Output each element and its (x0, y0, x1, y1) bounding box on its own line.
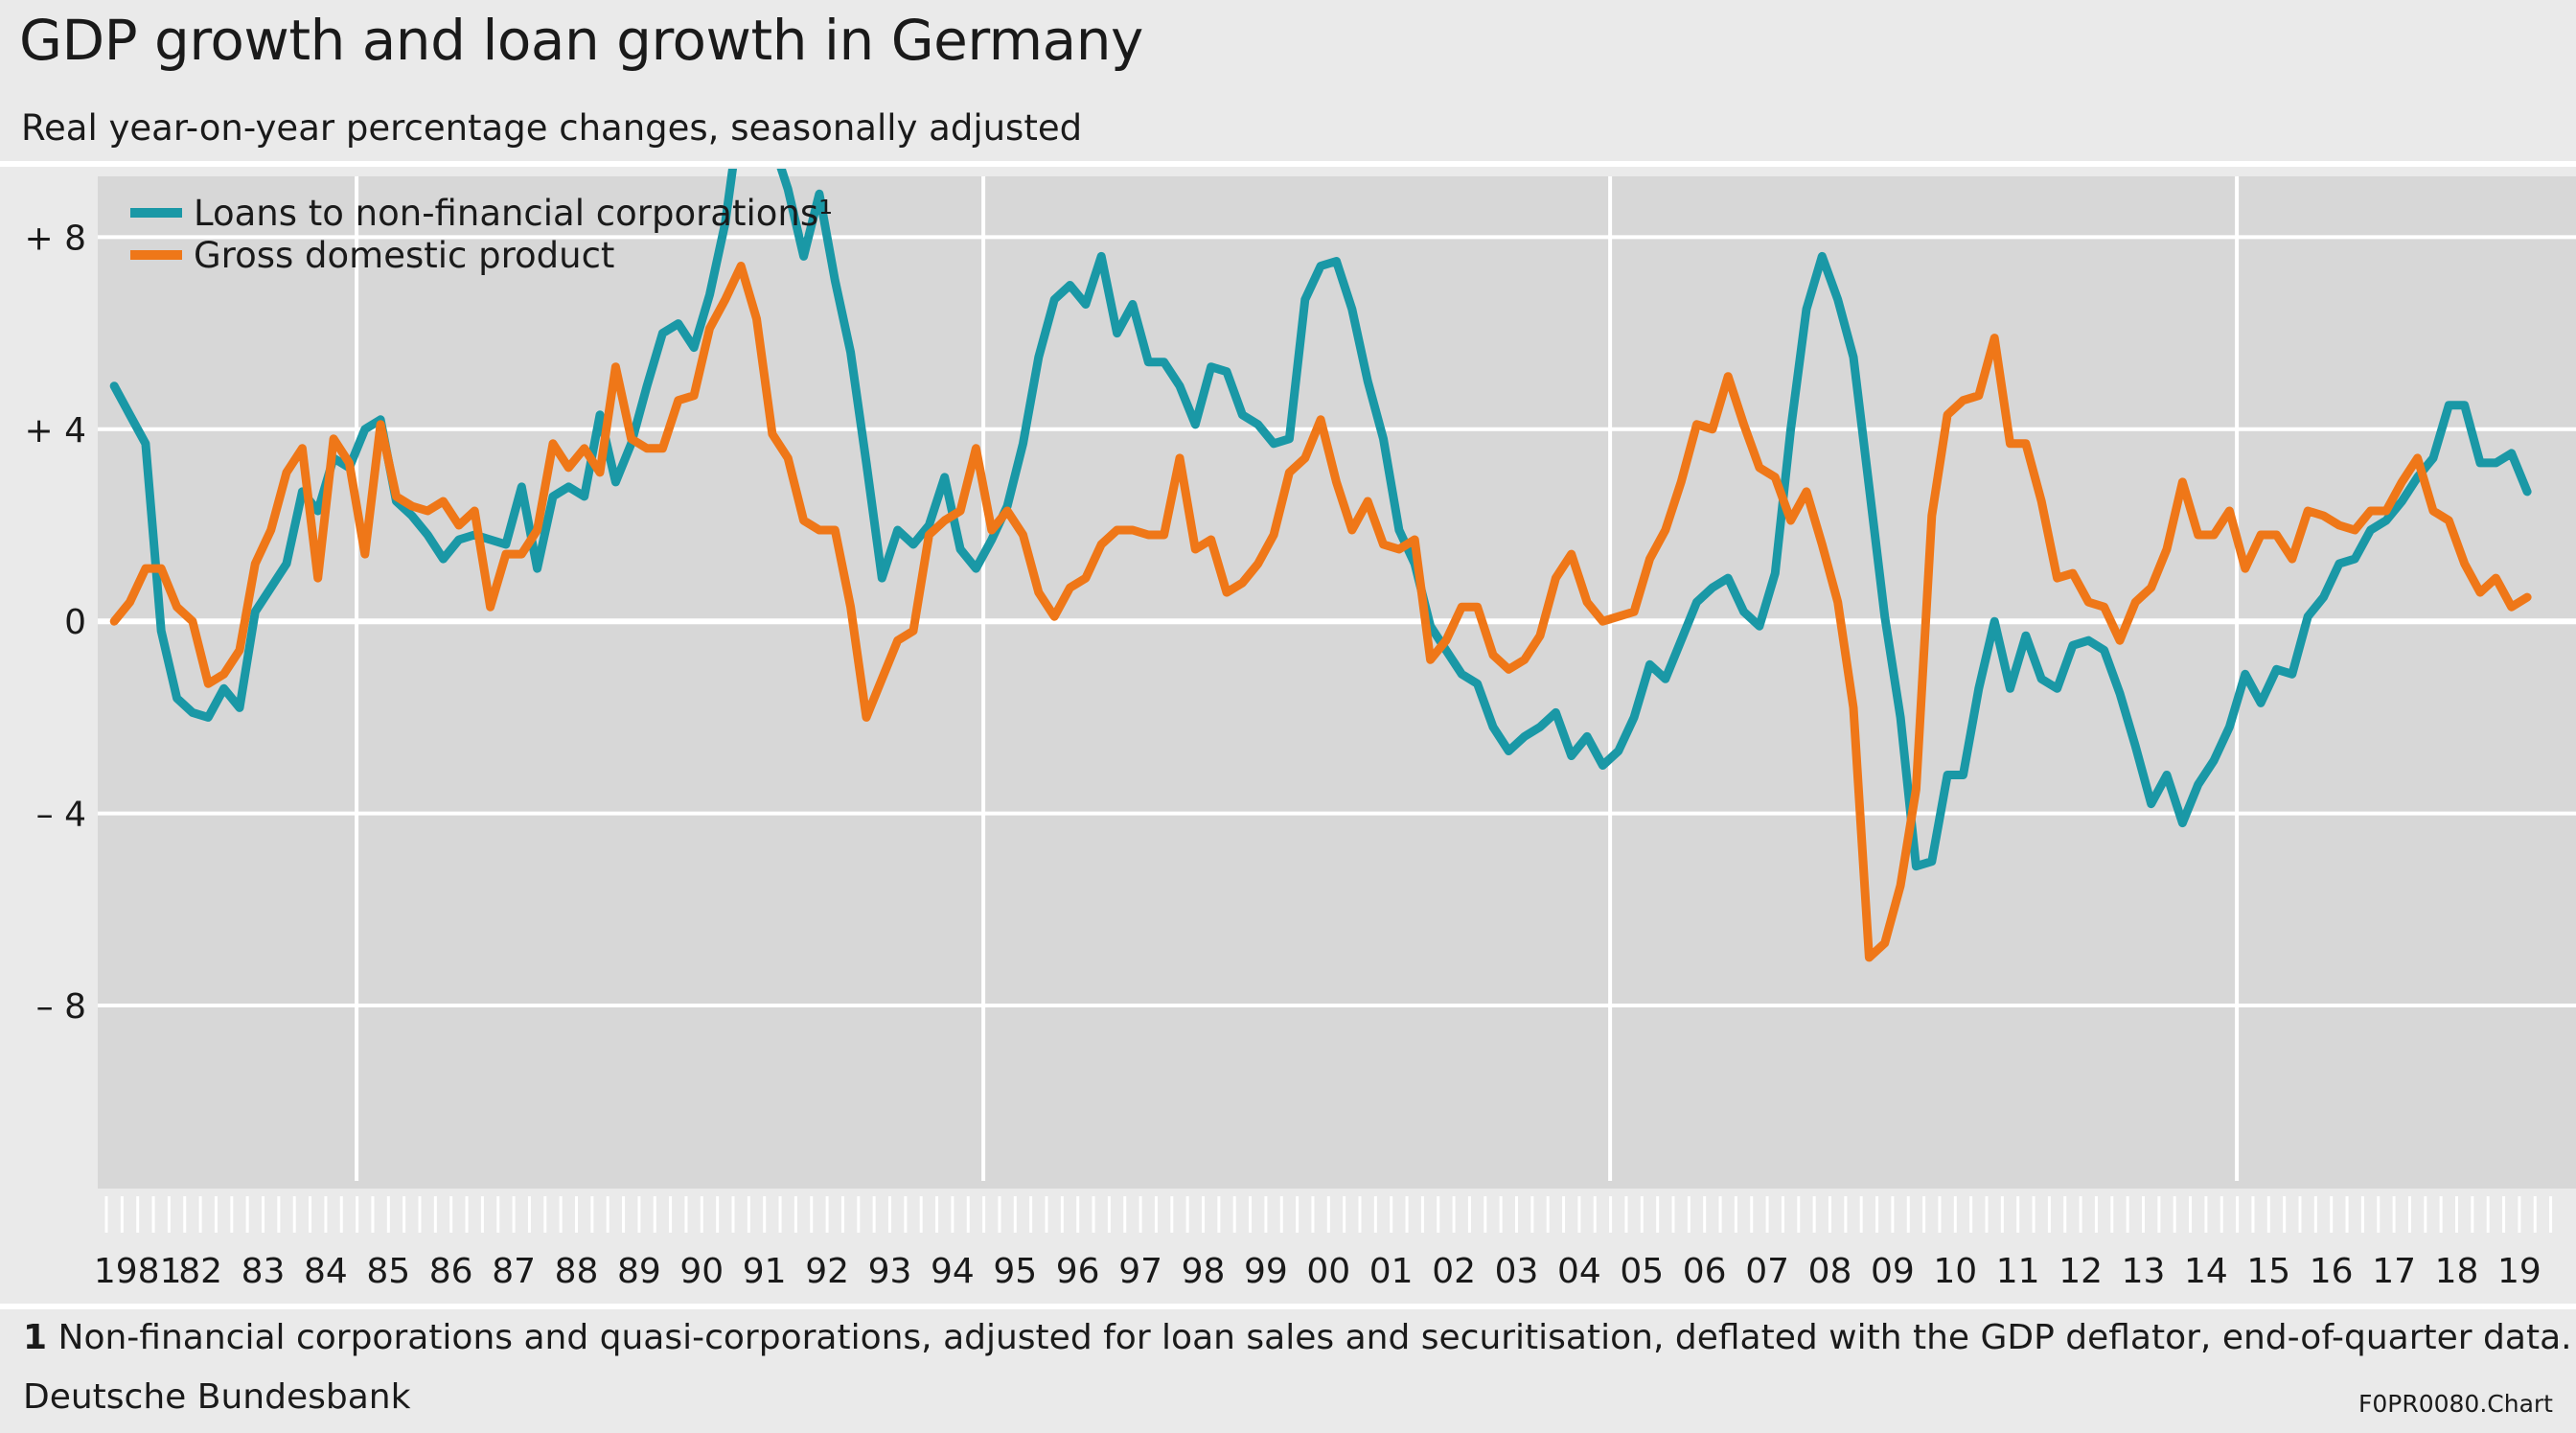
x-tick-label: 97 (1118, 1252, 1162, 1291)
x-tick-label: 1981 (94, 1252, 182, 1291)
footer-separator (0, 1304, 2576, 1309)
x-tick-label: 04 (1557, 1252, 1601, 1291)
x-tick-label: 91 (743, 1252, 787, 1291)
x-tick-label: 07 (1745, 1252, 1789, 1291)
plot-area (98, 176, 2576, 1189)
x-tick-label: 10 (1933, 1252, 1977, 1291)
x-tick-label: 14 (2184, 1252, 2228, 1291)
x-tick-label: 03 (1495, 1252, 1539, 1291)
y-tick-label: – 4 (36, 796, 86, 835)
legend-label: Gross domestic product (194, 235, 614, 276)
legend-label: Loans to non-financial corporations¹ (194, 193, 833, 234)
x-tick-label: 18 (2435, 1252, 2479, 1291)
x-tick-label: 92 (805, 1252, 849, 1291)
y-tick-label: + 4 (24, 411, 86, 451)
x-tick-label: 12 (2058, 1252, 2103, 1291)
x-tick-label: 16 (2310, 1252, 2354, 1291)
y-tick-label: 0 (64, 603, 86, 642)
x-tick-label: 90 (679, 1252, 724, 1291)
x-tick-label: 11 (1996, 1252, 2040, 1291)
x-tick-label: 82 (178, 1252, 222, 1291)
y-tick-label: + 8 (24, 219, 86, 258)
x-tick-label: 15 (2246, 1252, 2290, 1291)
source-label: Deutsche Bundesbank (23, 1377, 411, 1417)
x-tick-label: 98 (1182, 1252, 1226, 1291)
x-tick-label: 08 (1808, 1252, 1852, 1291)
x-tick-label: 01 (1369, 1252, 1414, 1291)
x-tick-label: 84 (304, 1252, 348, 1291)
x-tick-label: 09 (1871, 1252, 1915, 1291)
loans-series-line (109, 169, 2532, 871)
x-tick-label: 85 (366, 1252, 410, 1291)
x-tick-label: 19 (2497, 1252, 2542, 1291)
chart-subtitle: Real year-on-year percentage changes, se… (21, 107, 1083, 149)
footnote: 1 Non-financial corporations and quasi-c… (23, 1318, 2572, 1357)
x-tick-label: 02 (1432, 1252, 1476, 1291)
y-tick-label: – 8 (36, 987, 86, 1027)
x-tick-label: 13 (2122, 1252, 2166, 1291)
x-tick-label: 99 (1244, 1252, 1288, 1291)
legend: Loans to non-financial corporations¹Gros… (130, 193, 833, 276)
gdp-series-line (109, 262, 2532, 962)
x-tick-label: 05 (1620, 1252, 1664, 1291)
footnote-marker: 1 (23, 1318, 48, 1357)
x-tick-label: 87 (492, 1252, 536, 1291)
chart-code: F0PR0080.Chart (2358, 1390, 2553, 1418)
x-tick-label: 93 (868, 1252, 912, 1291)
x-tick-label: 00 (1306, 1252, 1350, 1291)
footnote-text: Non-financial corporations and quasi-cor… (58, 1318, 2572, 1357)
x-tick-label: 95 (993, 1252, 1037, 1291)
x-tick-label: 89 (617, 1252, 661, 1291)
x-tick-label: 96 (1056, 1252, 1100, 1291)
x-tick-label: 83 (242, 1252, 286, 1291)
x-tick-label: 17 (2372, 1252, 2416, 1291)
x-tick-label: 06 (1683, 1252, 1727, 1291)
chart-canvas: – 8– 40+ 4+ 8+12198182838485868788899091… (24, 169, 2576, 1291)
x-tick-label: 88 (555, 1252, 599, 1291)
x-tick-label: 86 (429, 1252, 473, 1291)
x-tick-label: 94 (931, 1252, 975, 1291)
chart-title: GDP growth and loan growth in Germany (19, 8, 1143, 73)
header-separator (0, 161, 2576, 167)
